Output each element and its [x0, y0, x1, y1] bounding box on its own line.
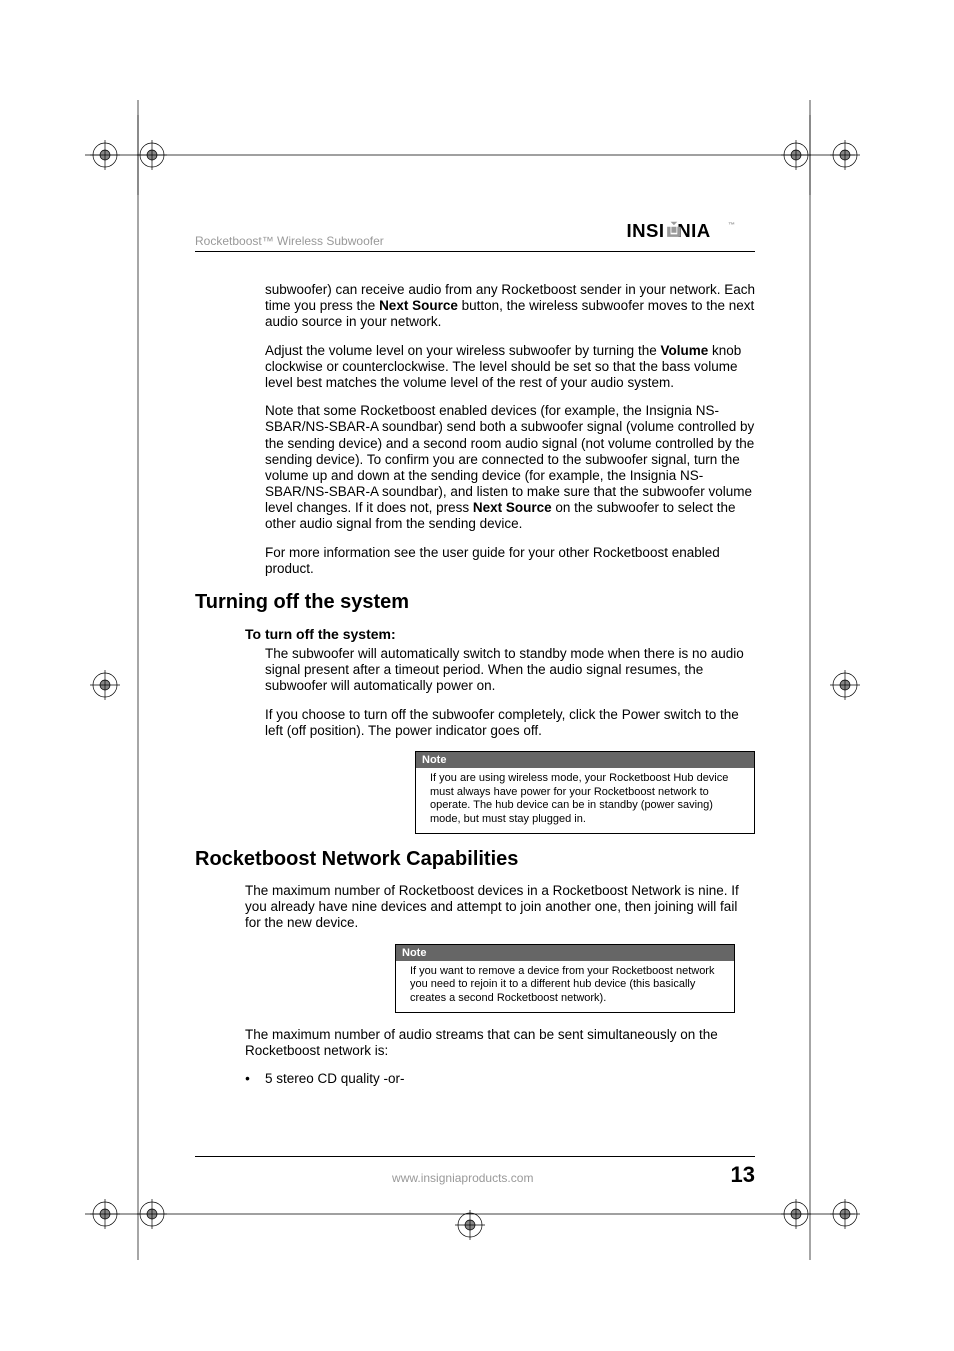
note-header: Note	[416, 752, 754, 768]
page-footer: www.insigniaproducts.com 13	[195, 1156, 755, 1188]
paragraph: If you choose to turn off the subwoofer …	[265, 707, 755, 739]
bullet-text: 5 stereo CD quality -or-	[265, 1071, 405, 1087]
insignia-logo: INSI NIA ™	[625, 220, 755, 248]
footer-url: www.insigniaproducts.com	[392, 1171, 533, 1185]
note-body: If you want to remove a device from your…	[396, 961, 734, 1012]
paragraph: The maximum number of Rocketboost device…	[245, 883, 755, 932]
svg-text:INSI: INSI	[627, 220, 665, 241]
body-content: subwoofer) can receive audio from any Ro…	[195, 282, 755, 1087]
paragraph: The maximum number of audio streams that…	[245, 1027, 755, 1059]
page-content: Rocketboost™ Wireless Subwoofer INSI NIA…	[195, 220, 755, 1087]
paragraph: For more information see the user guide …	[265, 545, 755, 577]
bullet-item: • 5 stereo CD quality -or-	[230, 1071, 755, 1087]
heading-turning-off: Turning off the system	[195, 591, 755, 614]
page-header: Rocketboost™ Wireless Subwoofer INSI NIA…	[195, 220, 755, 252]
paragraph: Note that some Rocketboost enabled devic…	[265, 403, 755, 533]
heading-network-capabilities: Rocketboost Network Capabilities	[195, 848, 755, 871]
subheading-turn-off: To turn off the system:	[245, 626, 755, 642]
svg-text:™: ™	[728, 222, 735, 229]
paragraph: The subwoofer will automatically switch …	[265, 646, 755, 695]
note-header: Note	[396, 945, 734, 961]
svg-text:NIA: NIA	[677, 220, 710, 241]
note-body: If you are using wireless mode, your Roc…	[416, 768, 754, 833]
bullet-mark-icon: •	[230, 1071, 265, 1087]
page-number: 13	[731, 1162, 755, 1188]
note-box: Note If you are using wireless mode, you…	[415, 751, 755, 834]
note-box: Note If you want to remove a device from…	[395, 944, 735, 1013]
product-name: Rocketboost™ Wireless Subwoofer	[195, 234, 384, 248]
paragraph: subwoofer) can receive audio from any Ro…	[265, 282, 755, 331]
paragraph: Adjust the volume level on your wireless…	[265, 343, 755, 392]
